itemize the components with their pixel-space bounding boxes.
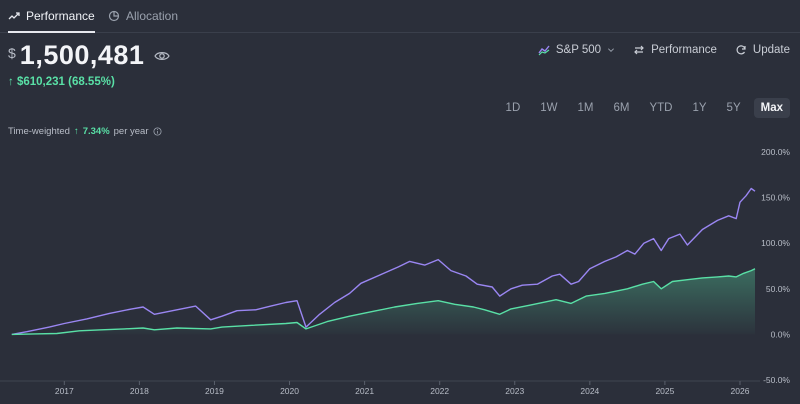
performance-label: Performance: [651, 44, 717, 56]
balance-change: ↑ $610,231 (68.55%): [8, 76, 115, 88]
range-1d[interactable]: 1D: [505, 102, 521, 114]
benchmark-label: S&P 500: [555, 44, 602, 56]
swap-icon: [634, 45, 644, 55]
range-selector: 1D 1W 1M 6M YTD 1Y 5Y Max: [499, 98, 790, 118]
performance-chart[interactable]: 200.0% 150.0% 100.0% 50.0% 0.0% -50.0% 2017 20…: [0, 140, 800, 404]
benchmark-select[interactable]: S&P 500: [538, 44, 615, 56]
x-tick-label: 2022: [430, 386, 449, 396]
tab-label: Performance: [26, 9, 95, 23]
time-weighted-suffix: per year: [113, 126, 149, 137]
change-value: $610,231 (68.55%): [16, 76, 115, 88]
update-label: Update: [752, 44, 790, 56]
info-icon[interactable]: [152, 127, 162, 136]
x-tick-label: 2023: [505, 386, 524, 396]
range-1w[interactable]: 1W: [540, 102, 558, 114]
time-weighted-label: Time-weighted: [8, 126, 70, 137]
y-tick-label: 200.0%: [761, 147, 790, 157]
range-1y[interactable]: 1Y: [692, 102, 707, 114]
portfolio-series-line: [11, 268, 756, 336]
tab-label: Allocation: [126, 9, 179, 23]
pie-icon: [108, 10, 120, 22]
trend-icon: [8, 12, 20, 20]
range-5y[interactable]: 5Y: [726, 102, 741, 114]
chart-controls: S&P 500 Performance Update: [538, 44, 790, 56]
chevron-down-icon: [608, 48, 615, 52]
range-1m[interactable]: 1M: [577, 102, 594, 114]
x-tick-label: 2024: [580, 386, 599, 396]
x-tick-label: 2020: [280, 386, 299, 396]
benchmark-line-icon: [538, 45, 550, 56]
x-tick-label: 2026: [731, 386, 750, 396]
time-weighted-return: Time-weighted ↑ 7.34% per year: [8, 126, 162, 137]
x-tick-label: 2018: [130, 386, 149, 396]
y-tick-label: 150.0%: [761, 193, 790, 203]
y-tick-label: 0.0%: [771, 329, 791, 339]
x-tick-label: 2025: [655, 386, 674, 396]
currency-symbol: $: [8, 44, 16, 61]
y-tick-label: 50.0%: [766, 284, 791, 294]
performance-toggle[interactable]: Performance: [633, 44, 717, 56]
view-tabs: Performance Allocation: [0, 0, 800, 33]
portfolio-area: [11, 268, 755, 335]
range-ytd[interactable]: YTD: [649, 102, 673, 114]
y-tick-label: 100.0%: [761, 238, 790, 248]
portfolio-balance: $ 1,500,481: [8, 40, 171, 71]
eye-icon[interactable]: [154, 48, 171, 64]
time-weighted-value: 7.34%: [82, 126, 110, 137]
y-tick-label: -50.0%: [763, 375, 790, 385]
arrow-up-icon: ↑: [8, 76, 14, 88]
refresh-icon: [736, 45, 746, 55]
tab-allocation[interactable]: Allocation: [108, 0, 178, 32]
x-tick-label: 2017: [55, 386, 74, 396]
x-tick-label: 2021: [355, 386, 374, 396]
benchmark-series-line: [11, 187, 756, 336]
arrow-up-icon: ↑: [73, 126, 79, 137]
balance-amount: 1,500,481: [19, 40, 145, 70]
x-tick-label: 2019: [205, 386, 224, 396]
range-max[interactable]: Max: [753, 98, 790, 118]
update-button[interactable]: Update: [735, 44, 790, 56]
tab-performance[interactable]: Performance: [8, 0, 95, 33]
range-6m[interactable]: 6M: [613, 102, 630, 114]
